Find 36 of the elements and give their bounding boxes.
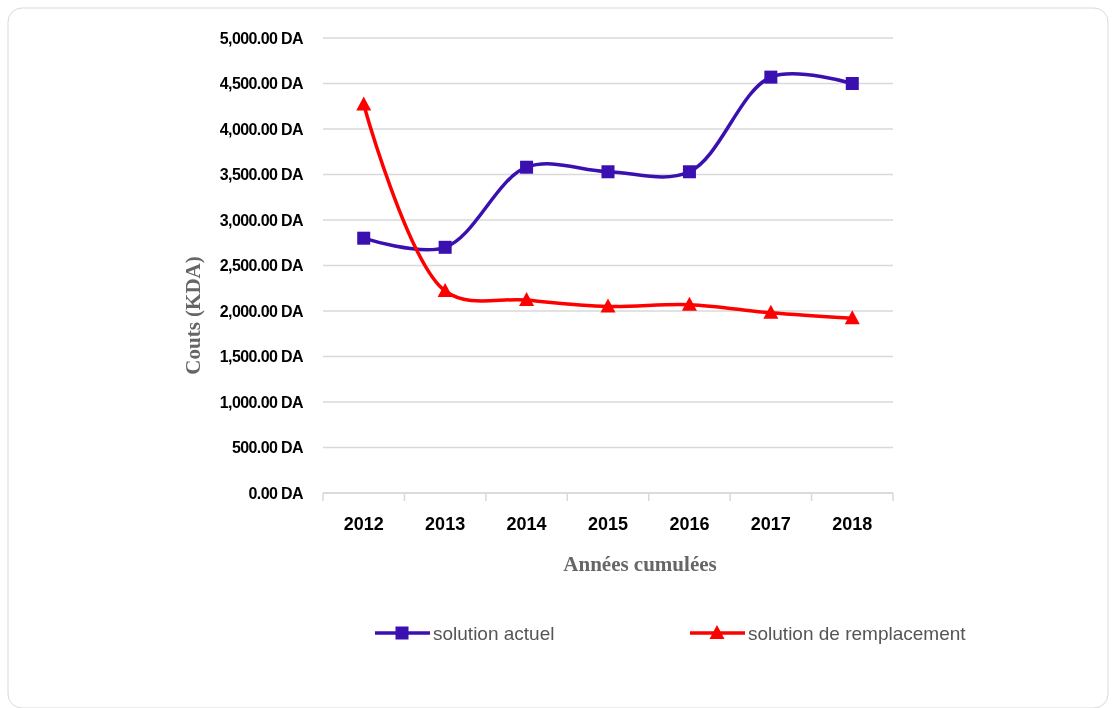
y-tick-label: 5,000.00 DA [219,29,305,47]
x-tick-label: 2017 [750,514,791,534]
point [357,231,371,245]
y-tick-label: 4,500.00 DA [219,75,305,93]
y-tick-label: 500.00 DA [231,439,305,457]
y-tick-label: 3,500.00 DA [219,166,305,184]
y-axis-title: Couts (KDA) [181,256,205,375]
x-tick-label: 2014 [506,514,547,534]
point [600,298,616,313]
legend-label: solution de remplacement [748,622,967,644]
point [844,310,860,325]
point [437,282,453,297]
point [601,165,615,179]
point [682,165,696,179]
x-tick-label: 2018 [832,514,873,534]
x-tick-label: 2015 [587,514,629,534]
x-axis-title: Années cumulées [563,552,717,576]
y-tick-label: 1,500.00 DA [219,348,305,366]
y-tick-label: 0.00 DA [248,484,305,502]
y-tick-label: 3,000.00 DA [219,211,305,229]
point [681,296,697,311]
point [520,160,534,174]
point [845,77,859,90]
x-tick-label: 2013 [425,514,466,534]
point [519,292,535,307]
x-tick-label: 2016 [669,514,710,534]
y-tick-label: 1,000.00 DA [219,393,305,411]
x-tick-label: 2012 [343,514,384,534]
point [764,70,778,84]
y-tick-label: 2,000.00 DA [219,302,305,320]
legend-label: solution actuel [433,622,555,644]
y-tick-label: 4,000.00 DA [219,120,305,138]
point [763,304,779,319]
y-tick-label: 2,500.00 DA [219,257,305,275]
point [438,240,452,254]
point [356,96,372,111]
